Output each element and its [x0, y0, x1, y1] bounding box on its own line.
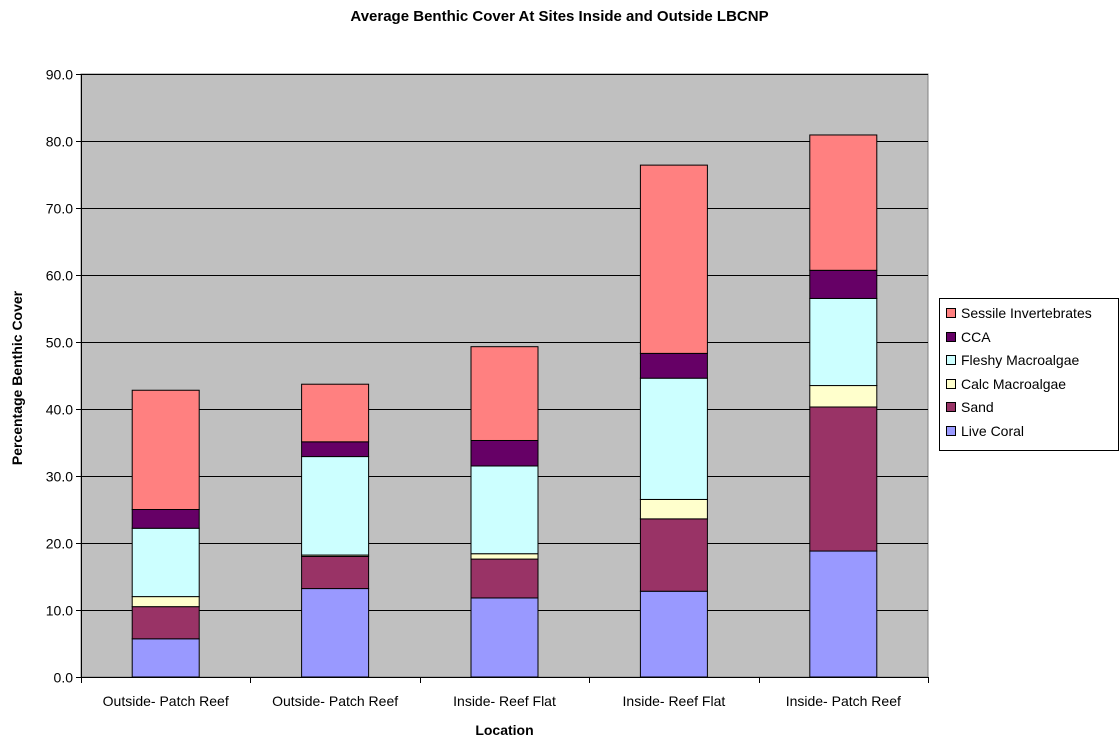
bar-segment: [639, 518, 708, 592]
bar-segment: [809, 550, 878, 678]
legend-swatch: [946, 355, 956, 365]
legend-item: Live Coral: [946, 422, 1024, 440]
bar-segment: [809, 134, 878, 271]
bar-segment: [470, 553, 539, 560]
bar-segment: [809, 406, 878, 552]
bar-segment: [639, 590, 708, 678]
bar-segment: [470, 465, 539, 555]
y-tick-label: 0.0: [54, 670, 74, 686]
y-tick-label: 70.0: [46, 201, 73, 217]
legend-label: CCA: [961, 328, 991, 345]
legend-label: Sessile Invertebrates: [961, 305, 1092, 321]
legend-swatch: [946, 378, 956, 389]
x-tick-label: Inside- Reef Flat: [623, 693, 726, 709]
bar-segment: [131, 596, 200, 608]
bar-segment: [470, 439, 539, 467]
bar-segment: [301, 441, 370, 458]
y-tick-label: 20.0: [46, 536, 73, 552]
bar-segment: [131, 389, 200, 510]
bar-segment: [301, 383, 370, 443]
legend-item: Sessile Invertebrates: [946, 304, 1092, 322]
legend-label: Calc Macroalgae: [961, 375, 1067, 392]
y-tick-label: 10.0: [46, 603, 73, 619]
legend-swatch: [946, 308, 956, 318]
legend-label: Live Coral: [961, 422, 1025, 439]
legend-item: Fleshy Macroalgae: [946, 351, 1079, 369]
legend-item: CCA: [946, 328, 991, 346]
bar-segment: [809, 269, 878, 299]
bar-segment: [809, 385, 878, 408]
bar-segment: [131, 638, 200, 678]
bar-segment: [301, 555, 370, 590]
chart-title: Average Benthic Cover At Sites Inside an…: [350, 8, 769, 25]
legend-swatch: [946, 331, 956, 342]
bar-segment: [470, 558, 539, 599]
bar-segment: [639, 498, 708, 520]
legend-swatch: [946, 402, 956, 412]
legend-label: Sand: [961, 399, 994, 415]
bar-segment: [131, 509, 200, 529]
bar-segment: [301, 456, 370, 556]
x-tick-label: Outside- Patch Reef: [103, 693, 229, 709]
bar-segment: [470, 597, 539, 678]
y-tick-label: 60.0: [46, 268, 73, 284]
x-axis-label: Location: [475, 722, 534, 738]
chart-legend: Sessile Invertebrates CCA Fleshy Macroalga…: [939, 298, 1119, 451]
bar-segment: [639, 352, 708, 379]
legend-swatch: [946, 425, 956, 436]
y-axis-label: Percentage Benthic Cover: [9, 290, 25, 466]
y-tick-label: 90.0: [46, 67, 73, 83]
y-tick-label: 50.0: [46, 335, 73, 351]
bar-segment: [131, 527, 200, 598]
y-tick-label: 80.0: [46, 134, 73, 150]
y-tick-label: 30.0: [46, 469, 73, 485]
bar-segment: [809, 297, 878, 387]
y-tick-label: 40.0: [46, 402, 73, 418]
legend-item: Sand: [946, 398, 994, 416]
legend-label: Fleshy Macroalgae: [961, 352, 1080, 368]
bar-segment: [470, 346, 539, 441]
bar-segment: [639, 164, 708, 354]
legend-item: Calc Macroalgae: [946, 375, 1066, 393]
x-tick-label: Inside- Patch Reef: [786, 693, 901, 709]
bar-segment: [301, 588, 370, 678]
x-tick-label: Outside- Patch Reef: [272, 693, 398, 709]
x-tick-label: Inside- Reef Flat: [453, 693, 556, 709]
bar-segment: [639, 377, 708, 500]
bar-segment: [131, 606, 200, 640]
